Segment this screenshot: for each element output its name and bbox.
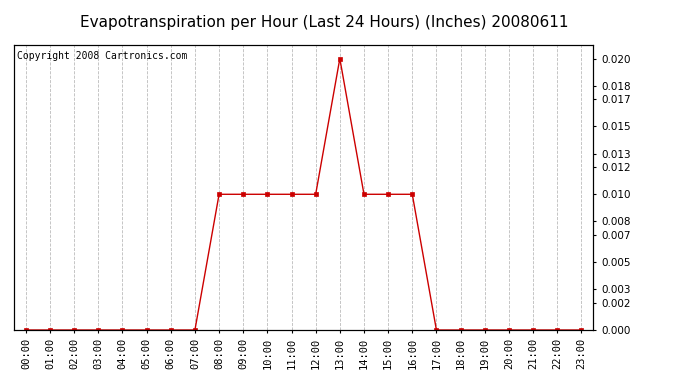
- Text: Copyright 2008 Cartronics.com: Copyright 2008 Cartronics.com: [17, 51, 187, 61]
- Text: Evapotranspiration per Hour (Last 24 Hours) (Inches) 20080611: Evapotranspiration per Hour (Last 24 Hou…: [80, 15, 569, 30]
